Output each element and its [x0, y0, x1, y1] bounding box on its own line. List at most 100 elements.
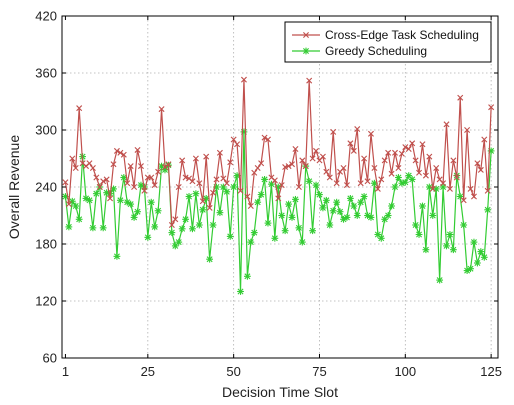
data-point [206, 204, 213, 211]
y-tick-label: 240 [35, 180, 57, 195]
data-point [299, 157, 306, 164]
data-point [189, 225, 196, 233]
legend-marker [303, 32, 309, 38]
x-tick-label: 125 [480, 364, 502, 379]
data-point [347, 140, 354, 147]
data-point [361, 155, 368, 162]
data-point [336, 208, 344, 216]
data-point [175, 238, 183, 246]
data-point [288, 214, 296, 221]
data-point [147, 198, 155, 206]
data-point [412, 221, 420, 229]
data-point [240, 76, 247, 83]
data-point [364, 178, 371, 185]
data-point [408, 176, 416, 183]
data-point [306, 77, 313, 84]
data-point [480, 253, 488, 261]
data-point [302, 163, 309, 170]
data-point [230, 183, 238, 191]
data-point [391, 183, 399, 191]
data-point [330, 128, 337, 135]
data-point [275, 195, 282, 202]
data-point [316, 191, 323, 198]
data-point [367, 130, 374, 137]
data-point [103, 176, 110, 183]
data-point [419, 202, 426, 210]
data-point [154, 207, 162, 215]
data-point [220, 175, 227, 182]
x-tick-label: 75 [312, 364, 326, 379]
data-point [312, 181, 320, 189]
data-point [179, 157, 186, 164]
data-point [62, 179, 69, 186]
data-point [195, 221, 203, 229]
data-point [282, 164, 289, 171]
data-point [278, 212, 286, 219]
data-point [99, 224, 107, 232]
data-point [457, 94, 464, 101]
data-point [75, 215, 83, 223]
data-point [377, 234, 385, 242]
data-point [285, 200, 292, 208]
legend-box [284, 21, 492, 63]
data-point [426, 153, 433, 160]
data-point [182, 174, 189, 181]
data-point [484, 206, 492, 214]
data-point [155, 168, 162, 175]
data-point [264, 219, 272, 227]
data-point [89, 165, 96, 171]
data-point [350, 147, 357, 154]
x-tick-label: 100 [394, 364, 416, 379]
data-point [271, 177, 278, 184]
data-point [333, 180, 340, 187]
data-point [398, 150, 405, 157]
data-point [127, 163, 134, 170]
data-point [429, 185, 436, 192]
data-point [158, 106, 165, 113]
data-point [422, 246, 430, 254]
data-point [206, 255, 214, 263]
data-point [216, 209, 224, 217]
data-point [385, 149, 392, 156]
legend-entry: Cross-Edge Task Scheduling [292, 28, 479, 42]
data-point [234, 141, 241, 148]
y-tick-label: 60 [43, 351, 57, 366]
data-point [192, 155, 199, 162]
data-point [271, 234, 279, 242]
data-point [392, 149, 398, 156]
data-point [371, 165, 378, 171]
data-point [130, 214, 138, 221]
data-point [144, 233, 152, 241]
data-point [319, 204, 327, 212]
data-point [416, 169, 423, 176]
data-point [264, 136, 271, 143]
data-point [76, 105, 83, 112]
data-point [72, 165, 79, 171]
data-point [151, 223, 159, 231]
data-point [357, 198, 365, 206]
x-tick-label: 1 [62, 364, 69, 379]
data-point [374, 185, 381, 192]
data-point [230, 136, 237, 143]
data-point [213, 176, 220, 183]
data-point [384, 212, 392, 219]
data-point [244, 193, 251, 200]
legend-entry: Greedy Scheduling [292, 44, 427, 58]
data-point [436, 276, 444, 284]
data-point [439, 183, 447, 191]
data-point [257, 191, 265, 198]
data-point [313, 147, 320, 154]
data-point [474, 259, 481, 267]
data-point [151, 182, 158, 189]
data-point [254, 198, 262, 206]
data-point [415, 231, 423, 238]
data-point [196, 180, 203, 187]
data-point [261, 134, 268, 141]
data-point [395, 174, 402, 181]
y-tick-label: 180 [35, 237, 57, 252]
data-point [72, 202, 80, 210]
data-point [247, 238, 255, 246]
data-point [295, 184, 302, 190]
data-point [292, 195, 299, 203]
data-point [443, 121, 450, 128]
